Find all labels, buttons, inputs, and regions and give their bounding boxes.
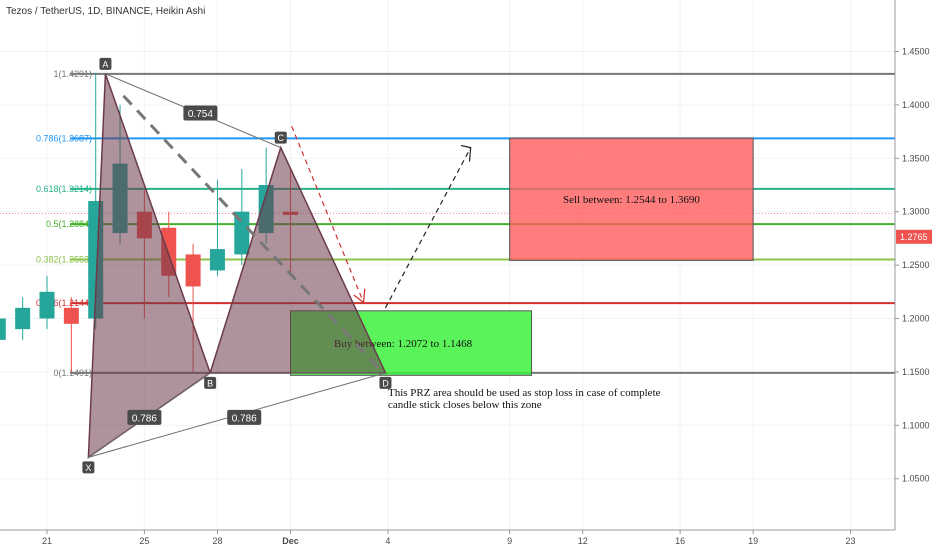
price-tick-label: 1.2000	[902, 314, 930, 324]
projection-up-arrowhead	[460, 144, 472, 162]
harmonic-pattern-layer: X A B C D 0.754 0.786 0.786	[82, 57, 472, 474]
fib-label: 0.236(1.2144)	[36, 298, 92, 308]
last-price-label: 1.2765	[900, 232, 928, 242]
point-label: X	[85, 463, 91, 473]
fib-label: 0.618(1.3214)	[36, 184, 92, 194]
price-tick-label: 1.3500	[902, 153, 930, 163]
last-price-tag	[896, 229, 932, 244]
candle-body[interactable]	[209, 249, 225, 271]
ratio-label: 0.786	[132, 413, 157, 424]
ratio-label-bg	[183, 105, 218, 121]
fib-label: 0.382(1.2553)	[36, 254, 92, 264]
candle-body[interactable]	[185, 254, 201, 287]
candle-body[interactable]	[63, 307, 79, 324]
projection-dashed-red	[291, 126, 365, 303]
ratio-label-bg	[127, 409, 162, 425]
price-tick-label: 1.1500	[902, 367, 930, 377]
time-axis: 212528Dec49121619232	[0, 529, 895, 546]
fib-label: 1(1.4291)	[53, 69, 92, 79]
price-tick-label: 1.2500	[902, 260, 930, 270]
projection-dashed-up	[384, 147, 472, 309]
fib-label: 0.5(1.2884)	[46, 219, 92, 229]
point-label: C	[278, 133, 285, 143]
fib-label: 0.786(1.3687)	[36, 133, 92, 143]
time-tick-label: 25	[139, 536, 149, 546]
point-label: D	[382, 378, 389, 388]
projection-dashed-a-d	[122, 94, 381, 370]
time-tick-label: 9	[507, 536, 512, 546]
point-label-bg	[204, 376, 217, 389]
point-label-bg	[379, 376, 392, 389]
time-tick-label: 4	[385, 536, 390, 546]
time-tick-label: 19	[748, 536, 758, 546]
time-tick-label: 28	[212, 536, 222, 546]
ratio-label: 0.754	[188, 109, 213, 120]
ratio-label: 0.786	[232, 413, 257, 424]
price-tick-label: 1.0500	[902, 474, 930, 484]
price-axis: 1.4500 1.4000 1.3500 1.3000 1.2500 1.2000 1.15…	[894, 0, 932, 550]
price-axis-background	[895, 0, 932, 550]
time-tick-label: 16	[675, 536, 685, 546]
point-label-bg	[274, 131, 287, 144]
point-label: B	[207, 378, 213, 388]
time-tick-label: 21	[42, 536, 52, 546]
price-tick-label: 1.1000	[902, 420, 930, 430]
projection-red-arrowhead	[353, 288, 366, 304]
price-tick-label: 1.4500	[902, 47, 930, 57]
price-tick-label: 1.4000	[902, 100, 930, 110]
candle-body[interactable]	[0, 318, 6, 340]
fib-label: 0(1.1491)	[53, 368, 92, 378]
price-tick-label: 1.3000	[902, 207, 930, 217]
time-tick-label: Dec	[282, 536, 299, 546]
ratio-label-bg	[227, 409, 262, 425]
candle-body[interactable]	[234, 211, 250, 255]
point-label-bg	[99, 57, 112, 70]
candle-body[interactable]	[15, 307, 31, 330]
sell-zone-box[interactable]	[509, 137, 754, 261]
prz-note-line-2: candle stick closes below this zone	[388, 399, 542, 411]
point-label: A	[102, 59, 108, 69]
candle-body[interactable]	[39, 291, 55, 319]
chart-title: Tezos / TetherUS, 1D, BINANCE, Heikin As…	[6, 6, 205, 17]
sell-zone-label: Sell between: 1.2544 to 1.3690	[563, 194, 700, 206]
prz-note-line-1: This PRZ area should be used as stop los…	[388, 387, 661, 399]
point-label-bg	[82, 461, 95, 474]
time-tick-label: 23	[846, 536, 856, 546]
time-tick-label: 12	[578, 536, 588, 546]
